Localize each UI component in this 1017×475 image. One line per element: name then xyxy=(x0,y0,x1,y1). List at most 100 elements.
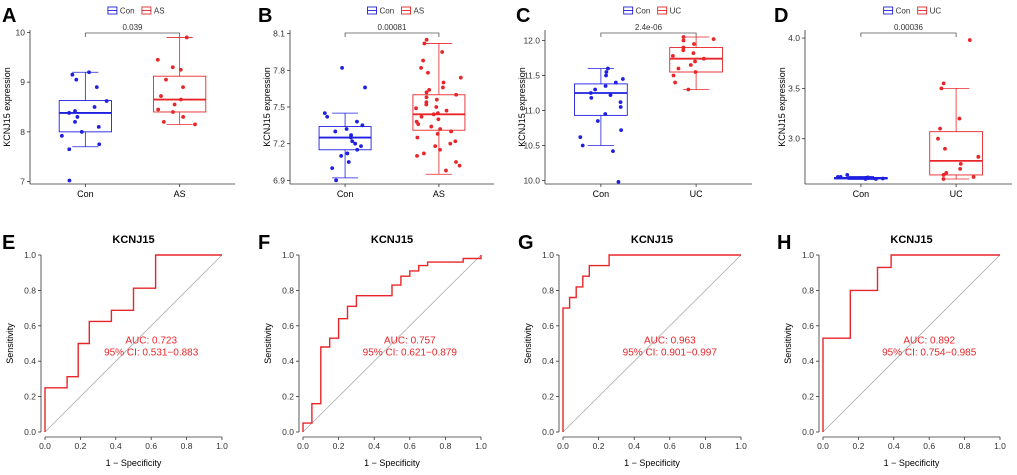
data-point xyxy=(618,105,623,109)
data-point xyxy=(325,114,330,119)
x-tick-label-con: Con xyxy=(77,189,94,199)
group-as xyxy=(153,35,207,127)
data-point xyxy=(355,119,359,124)
data-point xyxy=(620,77,625,81)
group-uc xyxy=(929,38,983,181)
data-point xyxy=(619,128,624,133)
panel-label: B xyxy=(258,5,272,27)
x-tick-label: 0.8 xyxy=(181,441,193,451)
data-point xyxy=(424,37,429,42)
x-tick-label: 0.2 xyxy=(74,441,86,451)
data-point xyxy=(181,115,186,119)
y-tick-label: 0.8 xyxy=(802,285,814,295)
reference-diagonal xyxy=(44,254,223,433)
y-tick-label: 0.6 xyxy=(282,321,294,331)
data-point xyxy=(692,42,696,46)
panel-a: A Con AS 7 8 9 10 Con AS KCNJ15 expression 0.039 xyxy=(2,5,235,199)
data-point xyxy=(435,111,440,116)
data-point xyxy=(344,127,349,131)
data-point xyxy=(613,80,618,85)
data-point xyxy=(681,45,686,50)
data-point xyxy=(334,178,338,183)
y-axis-title: Sensitivity xyxy=(5,323,15,364)
x-tick-label: 1.0 xyxy=(994,441,1006,451)
data-point xyxy=(444,108,449,113)
ci-label: 95% CI: 0.754−0.985 xyxy=(882,348,977,359)
y-tick-label: 0.8 xyxy=(24,285,36,295)
data-point xyxy=(350,139,355,144)
roc-curve xyxy=(562,254,741,432)
data-point xyxy=(957,116,962,121)
data-point xyxy=(938,126,942,131)
y-tick-label: 10.5 xyxy=(523,141,540,151)
data-point xyxy=(673,80,678,85)
auc-label: AUC: 0.892 xyxy=(903,336,955,347)
data-point xyxy=(616,180,621,184)
data-point xyxy=(836,175,840,179)
data-point xyxy=(161,120,166,124)
y-tick-label: 1.0 xyxy=(542,250,554,260)
data-point xyxy=(346,160,351,164)
y-tick-label: 8.1 xyxy=(273,29,285,39)
y-tick-label: 11.0 xyxy=(524,106,540,116)
box-iqr xyxy=(929,131,983,176)
x-tick-label: 0.4 xyxy=(888,441,900,451)
x-tick-label: 0.2 xyxy=(852,441,864,451)
data-point xyxy=(711,37,716,41)
data-point xyxy=(422,41,427,46)
data-point xyxy=(693,70,698,74)
data-point xyxy=(104,99,109,103)
data-point xyxy=(184,35,189,40)
roc-title: KCNJ15 xyxy=(371,234,413,246)
data-point xyxy=(939,86,944,91)
y-tick-label: 0.2 xyxy=(802,392,814,402)
data-point xyxy=(322,111,327,116)
y-tick-label: 7.2 xyxy=(273,139,285,149)
p-value-label: 2.4e-06 xyxy=(635,23,663,32)
legend-label-con: Con xyxy=(896,7,911,16)
data-point xyxy=(958,161,963,166)
data-point xyxy=(681,35,686,39)
data-point xyxy=(873,177,878,181)
data-point xyxy=(179,97,183,102)
y-tick-label: 0.6 xyxy=(542,321,554,331)
data-point xyxy=(345,151,350,156)
x-axis-title: 1 − Specificity xyxy=(364,458,420,468)
data-point xyxy=(181,85,185,90)
data-point xyxy=(159,94,163,98)
x-tick-label: 0.0 xyxy=(39,441,51,451)
data-point xyxy=(936,136,940,141)
data-point xyxy=(429,124,434,129)
data-point xyxy=(944,171,949,175)
x-tick-label: 0.8 xyxy=(959,441,971,451)
data-point xyxy=(589,96,594,100)
panel-label: D xyxy=(774,5,788,27)
y-tick-label: 6.9 xyxy=(273,175,285,185)
data-point xyxy=(588,91,593,95)
legend-label-uc: UC xyxy=(930,7,942,16)
data-point xyxy=(421,58,426,63)
x-tick-label-uc: UC xyxy=(690,189,703,199)
data-point xyxy=(671,73,676,78)
data-point xyxy=(593,87,598,92)
data-point xyxy=(75,115,80,119)
x-tick-label: 0.4 xyxy=(110,441,122,451)
data-point xyxy=(440,85,445,90)
panel-label: A xyxy=(2,5,16,27)
y-axis-title: KCNJ15 expression xyxy=(517,67,527,147)
data-point xyxy=(94,85,99,90)
data-point xyxy=(686,87,691,92)
data-point xyxy=(436,117,441,122)
legend-label-as: AS xyxy=(414,7,425,16)
panel-d: D Con UC 3.0 3.5 4.0 Con UC KCNJ15 expression 0.0… xyxy=(774,5,1012,199)
reference-diagonal xyxy=(302,254,482,433)
y-tick-label: 0.0 xyxy=(24,427,36,437)
data-point xyxy=(865,175,870,180)
data-point xyxy=(424,90,429,95)
panel-e: E KCNJ15 0.00.0 0.2 0.2 0.4 0.4 0.6 0.6 0.8 0.8 1.0… xyxy=(2,232,228,468)
legend: Con AS xyxy=(107,7,165,16)
x-tick-label: 1.0 xyxy=(735,441,747,451)
data-point xyxy=(172,102,177,107)
group-con xyxy=(58,70,112,183)
x-tick-label-as: AS xyxy=(433,189,445,199)
